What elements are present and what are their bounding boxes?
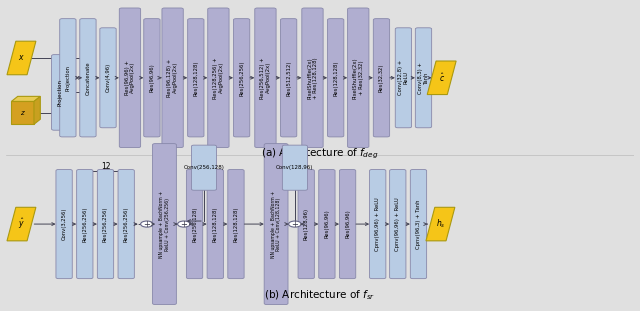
Circle shape	[178, 221, 190, 227]
Text: Res(96,96): Res(96,96)	[345, 210, 350, 239]
Polygon shape	[7, 207, 36, 241]
Text: Cpnv(96,96) + ReLU: Cpnv(96,96) + ReLU	[396, 197, 400, 251]
Text: Cpnv(96,96) + ReLU: Cpnv(96,96) + ReLU	[375, 197, 380, 251]
FancyBboxPatch shape	[186, 169, 203, 279]
Text: (b) Architecture of $f_{sr}$: (b) Architecture of $f_{sr}$	[264, 289, 376, 303]
FancyBboxPatch shape	[188, 19, 204, 137]
FancyBboxPatch shape	[348, 8, 369, 148]
FancyBboxPatch shape	[339, 169, 356, 279]
FancyBboxPatch shape	[152, 144, 177, 304]
FancyBboxPatch shape	[207, 169, 223, 279]
FancyBboxPatch shape	[415, 28, 431, 128]
Text: PixelShuffle(2x)
+ Res(32,32): PixelShuffle(2x) + Res(32,32)	[353, 57, 364, 99]
FancyBboxPatch shape	[264, 144, 288, 304]
Text: Res(128,256) +
AvgPool(2x): Res(128,256) + AvgPool(2x)	[213, 57, 224, 99]
Text: 12: 12	[100, 162, 110, 171]
FancyBboxPatch shape	[302, 8, 323, 148]
Text: $z$: $z$	[20, 109, 26, 117]
FancyBboxPatch shape	[97, 169, 114, 279]
Text: NN upsample + BachNorm +
ReLU + Conv(128,128): NN upsample + BachNorm + ReLU + Conv(128…	[271, 191, 282, 258]
Text: Conv(128,96): Conv(128,96)	[276, 165, 314, 170]
FancyBboxPatch shape	[280, 19, 297, 137]
FancyBboxPatch shape	[396, 28, 412, 128]
Text: Res(256,256): Res(256,256)	[124, 206, 129, 242]
FancyBboxPatch shape	[328, 19, 344, 137]
FancyBboxPatch shape	[56, 169, 72, 279]
Text: Cpnv(96,3) + Tanh: Cpnv(96,3) + Tanh	[416, 199, 421, 249]
FancyBboxPatch shape	[390, 169, 406, 279]
Text: Res(256,256): Res(256,256)	[103, 206, 108, 242]
Text: $x$: $x$	[18, 53, 25, 63]
Text: +: +	[180, 220, 188, 229]
FancyBboxPatch shape	[410, 169, 427, 279]
Text: Res(32,32): Res(32,32)	[379, 63, 384, 92]
Text: Res(96,128) +
AvgPool(2x): Res(96,128) + AvgPool(2x)	[167, 59, 178, 97]
FancyBboxPatch shape	[118, 169, 134, 279]
FancyBboxPatch shape	[208, 8, 229, 148]
Polygon shape	[12, 96, 40, 101]
Text: Res(256,256): Res(256,256)	[239, 60, 244, 95]
Text: Res(96,96): Res(96,96)	[324, 210, 330, 239]
Text: Res(128,128): Res(128,128)	[333, 60, 338, 95]
Text: Conv(256,128): Conv(256,128)	[184, 165, 225, 170]
Text: Res(256,512) +
AvgPool(2x): Res(256,512) + AvgPool(2x)	[260, 57, 271, 99]
FancyBboxPatch shape	[234, 19, 250, 137]
Text: +: +	[143, 220, 150, 229]
Text: (a) Architecture of $f_{deg}$: (a) Architecture of $f_{deg}$	[261, 147, 379, 161]
Text: Res(256,128): Res(256,128)	[192, 206, 197, 242]
Text: Res(128,128): Res(128,128)	[193, 60, 198, 95]
Text: Res(128,128): Res(128,128)	[234, 206, 239, 242]
FancyBboxPatch shape	[228, 169, 244, 279]
Text: Conv(32,8) +
ReLU: Conv(32,8) + ReLU	[398, 60, 409, 95]
FancyBboxPatch shape	[373, 19, 390, 137]
Circle shape	[141, 221, 153, 227]
Polygon shape	[34, 96, 40, 124]
Text: $h_s$: $h_s$	[436, 218, 445, 230]
FancyBboxPatch shape	[282, 145, 307, 190]
Text: $\hat{y}$: $\hat{y}$	[18, 217, 25, 231]
FancyBboxPatch shape	[162, 8, 183, 148]
Text: +: +	[291, 220, 298, 229]
Text: Res(128,96): Res(128,96)	[304, 208, 308, 240]
Text: Projection: Projection	[57, 79, 62, 106]
Text: Res(512,512): Res(512,512)	[286, 60, 291, 95]
Text: Conv(8,3) +
Tanh: Conv(8,3) + Tanh	[418, 62, 429, 94]
Text: Res(256,256): Res(256,256)	[83, 206, 87, 242]
Text: Conv(3,256): Conv(3,256)	[61, 208, 67, 240]
Polygon shape	[12, 101, 34, 124]
Polygon shape	[7, 41, 36, 75]
Text: Res(128,128): Res(128,128)	[212, 206, 218, 242]
FancyBboxPatch shape	[369, 169, 386, 279]
Circle shape	[289, 221, 301, 227]
Text: Res(96,96) +
AvgPool(2x): Res(96,96) + AvgPool(2x)	[125, 60, 135, 95]
FancyBboxPatch shape	[144, 19, 160, 137]
Polygon shape	[426, 207, 455, 241]
FancyBboxPatch shape	[77, 169, 93, 279]
Text: PixelShuffle(2x)
+ Res(128,128): PixelShuffle(2x) + Res(128,128)	[307, 57, 318, 99]
Text: Projection: Projection	[65, 65, 70, 91]
FancyBboxPatch shape	[60, 19, 76, 137]
FancyBboxPatch shape	[298, 169, 314, 279]
FancyBboxPatch shape	[80, 19, 96, 137]
Text: Concatenate: Concatenate	[85, 61, 90, 95]
FancyBboxPatch shape	[319, 169, 335, 279]
FancyBboxPatch shape	[191, 145, 216, 190]
FancyBboxPatch shape	[100, 28, 116, 128]
Polygon shape	[428, 61, 456, 95]
Text: $\hat{c}$: $\hat{c}$	[438, 72, 445, 84]
Text: NN upsample + BachNorm +
ReLU + Conv(256,256): NN upsample + BachNorm + ReLU + Conv(256…	[159, 191, 170, 258]
FancyBboxPatch shape	[119, 8, 141, 148]
Text: Res(96,96): Res(96,96)	[149, 63, 154, 92]
FancyBboxPatch shape	[255, 8, 276, 148]
Text: Conv(4,96): Conv(4,96)	[106, 63, 111, 92]
FancyBboxPatch shape	[52, 55, 68, 130]
